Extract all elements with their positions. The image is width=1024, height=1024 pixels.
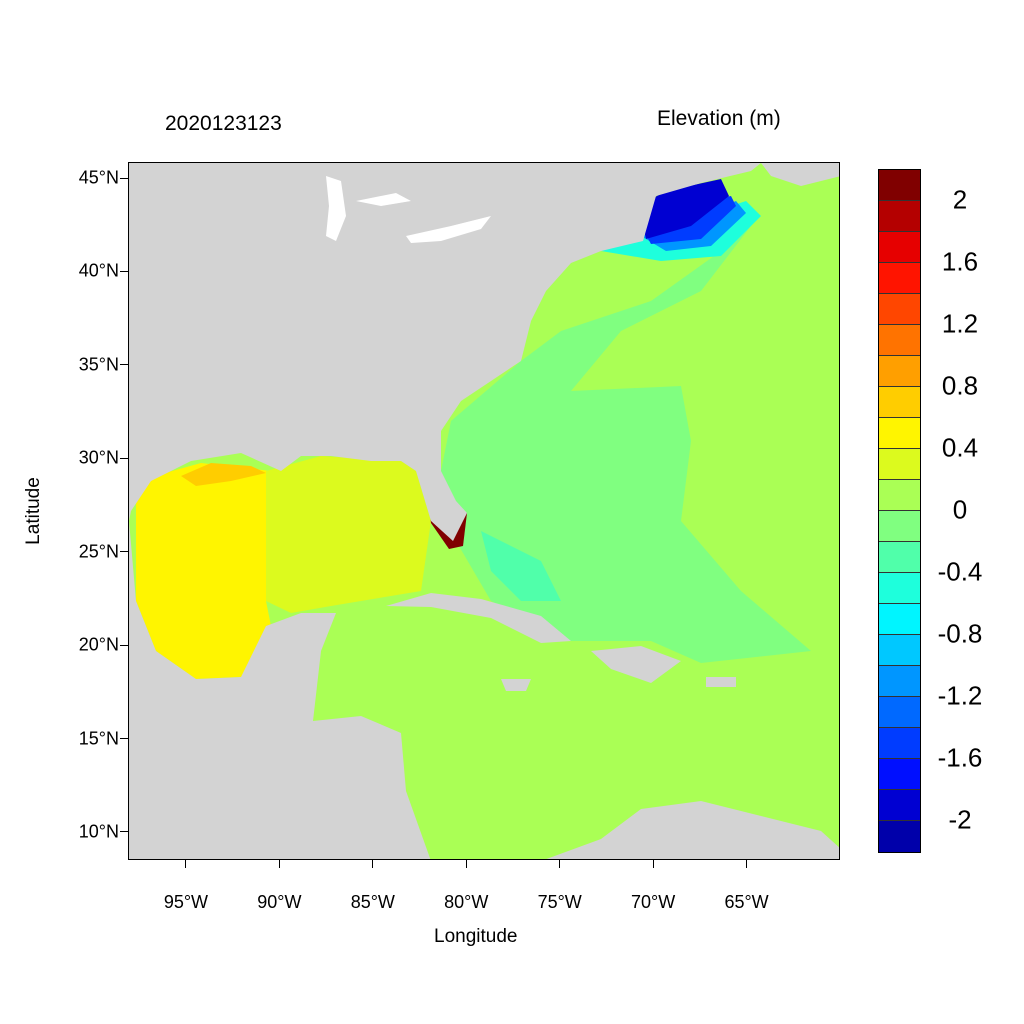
- colorbar-swatch: [879, 635, 920, 666]
- colorbar-swatch: [879, 480, 920, 511]
- x-tick-label: 75°W: [537, 892, 582, 912]
- x-tick-label: 80°W: [444, 892, 489, 912]
- colorbar-swatch: [879, 232, 920, 263]
- y-tick-mark: [120, 831, 128, 833]
- y-tick-label: 15°N: [78, 728, 119, 749]
- x-tick-label: 65°W: [724, 892, 769, 912]
- gulf-east: [266, 456, 431, 613]
- colorbar-label: -0.4: [937, 556, 983, 587]
- x-tick-label: 90°W: [257, 892, 302, 912]
- elevation-map: [128, 162, 840, 860]
- colorbar-label: 0: [952, 494, 968, 525]
- colorbar-label: -1.6: [937, 742, 983, 773]
- colorbar-swatch: [879, 511, 920, 542]
- y-tick-mark: [120, 364, 128, 366]
- colorbar-swatch: [879, 294, 920, 325]
- x-tick-label: 70°W: [631, 892, 676, 912]
- colorbar-swatch: [879, 387, 920, 418]
- colorbar-label: 0.8: [941, 370, 979, 401]
- lakes: [326, 176, 491, 243]
- y-tick-label: 45°N: [78, 167, 119, 188]
- caribbean-cyan-patch: [481, 531, 561, 601]
- y-tick-mark: [120, 457, 128, 459]
- y-tick-label: 30°N: [78, 447, 119, 468]
- x-tick-label: 95°W: [163, 892, 209, 912]
- colorbar-label: 2: [952, 184, 968, 215]
- y-tick-mark: [120, 738, 128, 740]
- x-tick-mark: [746, 860, 748, 868]
- colorbar-swatch: [879, 728, 920, 759]
- x-tick-mark: [652, 860, 654, 868]
- colorbar-swatch: [879, 263, 920, 294]
- colorbar-swatch: [879, 418, 920, 449]
- plot-right-title: Elevation (m): [657, 107, 781, 130]
- colorbar-swatch: [879, 542, 920, 573]
- colorbar: [878, 169, 921, 853]
- colorbar-label: 0.4: [941, 432, 979, 463]
- colorbar-label: -0.8: [937, 618, 983, 649]
- colorbar-swatch: [879, 170, 920, 201]
- y-axis-label: Latitude: [23, 477, 44, 545]
- y-tick-mark: [120, 644, 128, 646]
- map-canvas: [129, 163, 839, 859]
- colorbar-swatch: [879, 697, 920, 728]
- y-tick-label: 40°N: [78, 260, 119, 281]
- plot-left-title: 2020123123: [165, 112, 282, 135]
- y-tick-label: 35°N: [78, 354, 119, 375]
- y-tick-mark: [120, 270, 128, 272]
- x-tick-mark: [559, 860, 561, 868]
- colorbar-swatch: [879, 325, 920, 356]
- y-tick-mark: [120, 177, 128, 179]
- x-tick-mark: [465, 860, 467, 868]
- x-tick-mark: [185, 860, 187, 868]
- colorbar-swatch: [879, 790, 920, 821]
- y-tick-label: 25°N: [78, 541, 119, 562]
- x-tick-label: 85°W: [350, 892, 395, 912]
- x-axis-label: Longitude: [434, 926, 518, 947]
- colorbar-label: 1.6: [941, 246, 979, 277]
- colorbar-swatch: [879, 201, 920, 232]
- land: [129, 163, 839, 859]
- colorbar-label: -2: [948, 804, 972, 835]
- colorbar-label: 1.2: [941, 308, 979, 339]
- y-tick-mark: [120, 551, 128, 553]
- atlantic-lower-anomaly: [441, 226, 811, 663]
- colorbar-swatch: [879, 666, 920, 697]
- colorbar-label: -1.2: [937, 680, 983, 711]
- colorbar-swatch: [879, 573, 920, 604]
- colorbar-swatch: [879, 821, 920, 852]
- x-tick-mark: [278, 860, 280, 868]
- colorbar-swatch: [879, 604, 920, 635]
- x-tick-mark: [372, 860, 374, 868]
- gulf-nw-orange: [181, 463, 266, 486]
- colorbar-swatch: [879, 356, 920, 387]
- y-tick-label: 10°N: [78, 821, 119, 842]
- gulf-west-high: [136, 463, 271, 679]
- colorbar-swatch: [879, 759, 920, 790]
- y-tick-label: 20°N: [78, 634, 119, 655]
- colorbar-swatch: [879, 449, 920, 480]
